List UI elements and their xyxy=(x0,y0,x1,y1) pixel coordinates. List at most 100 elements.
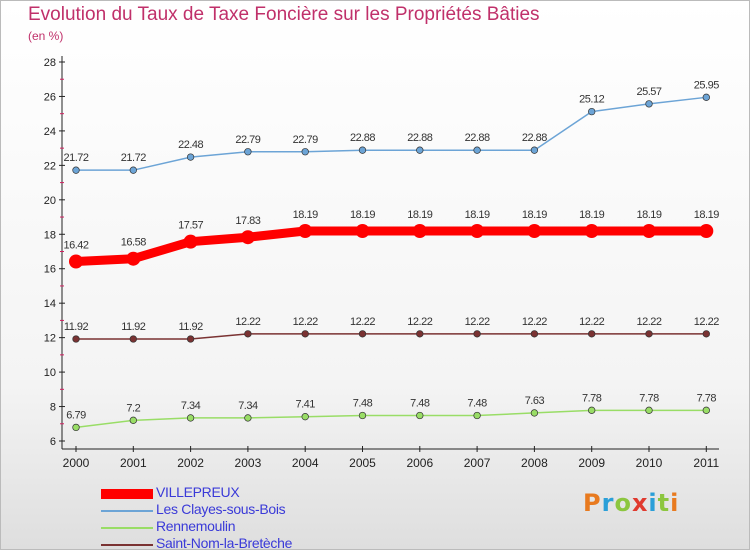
series-saint-nom-la-breteche: 11.92 11.92 11.92 12.22 12.22 12.22 12.22 12.22… xyxy=(64,316,720,343)
data-point xyxy=(588,330,596,338)
legend-label-villepreux: VILLEPREUX xyxy=(156,484,240,500)
data-label: 7.2 xyxy=(126,402,140,414)
data-point xyxy=(358,411,367,420)
data-label: 16.42 xyxy=(63,239,88,251)
legend-swatch-rennemoulin xyxy=(101,527,153,529)
data-label: 7.78 xyxy=(697,392,717,404)
series-les-clayes-sous-bois: 21.72 21.72 22.48 22.79 22.79 22.88 22.88 22.88… xyxy=(63,79,720,174)
x-tick-label: 2004 xyxy=(292,456,319,470)
data-label: 18.19 xyxy=(293,209,318,221)
data-point xyxy=(129,335,137,343)
x-tick-label: 2007 xyxy=(464,456,491,470)
data-point xyxy=(72,166,80,174)
data-point xyxy=(183,234,198,249)
data-point xyxy=(358,330,367,338)
data-label: 17.83 xyxy=(235,215,260,227)
data-label: 22.48 xyxy=(178,139,203,151)
x-tick-label: 2003 xyxy=(235,456,262,470)
legend-swatch-les-clayes-sous-bois xyxy=(101,510,153,512)
data-label: 18.19 xyxy=(522,209,547,221)
data-label: 7.48 xyxy=(410,398,430,410)
data-label: 12.22 xyxy=(694,316,719,328)
data-point xyxy=(588,406,596,414)
legend-swatch-saint-nom-la-breteche xyxy=(101,544,153,546)
data-point xyxy=(527,223,542,238)
x-tick-label: 2000 xyxy=(63,456,90,470)
logo-letter: i xyxy=(648,489,658,517)
legend-swatch-villepreux xyxy=(101,489,153,499)
data-label: 25.95 xyxy=(694,79,719,91)
logo-letter: o xyxy=(614,489,632,517)
series-line xyxy=(75,333,708,340)
data-point xyxy=(298,223,313,238)
logo-letter: r xyxy=(601,489,615,517)
data-label: 22.88 xyxy=(407,132,432,144)
data-label: 12.22 xyxy=(235,316,260,328)
data-label: 18.19 xyxy=(694,209,719,221)
legend-label-rennemoulin: Rennemoulin xyxy=(156,518,236,534)
data-label: 21.72 xyxy=(121,152,146,164)
data-label: 7.34 xyxy=(181,400,201,412)
data-label: 12.22 xyxy=(522,316,547,328)
data-point xyxy=(470,223,485,238)
data-point xyxy=(240,230,255,245)
data-label: 18.19 xyxy=(636,209,661,221)
data-label: 6.79 xyxy=(66,409,86,421)
data-point xyxy=(416,411,424,420)
data-label: 7.48 xyxy=(353,398,373,410)
data-point xyxy=(186,153,195,161)
x-tick-label: 2010 xyxy=(636,456,663,470)
legend-label-saint-nom-la-breteche: Saint-Nom-la-Bretèche xyxy=(156,535,293,551)
data-point xyxy=(530,409,539,417)
series-rennemoulin: 6.79 7.2 7.34 7.34 7.41 7.48 7.48 7.48 7.63 7.78 7… xyxy=(66,392,717,432)
data-point xyxy=(244,148,252,156)
y-tick-label: 6 xyxy=(50,436,56,448)
data-point xyxy=(355,223,370,238)
y-tick-label: 20 xyxy=(44,195,56,207)
data-point xyxy=(416,330,424,338)
series-line xyxy=(75,96,708,171)
x-tick-label: 2009 xyxy=(578,456,605,470)
data-point xyxy=(645,406,653,414)
data-point xyxy=(72,335,80,343)
data-label: 11.92 xyxy=(121,321,146,333)
y-tick-label: 16 xyxy=(44,264,56,276)
data-label: 25.12 xyxy=(579,94,604,106)
y-tick-label: 18 xyxy=(44,229,56,241)
data-label: 22.88 xyxy=(522,132,547,144)
data-point xyxy=(186,335,195,343)
data-label: 7.63 xyxy=(525,395,545,407)
x-tick-label: 2006 xyxy=(406,456,433,470)
y-tick-label: 22 xyxy=(44,160,56,172)
series-line xyxy=(75,409,708,429)
y-tick-label: 10 xyxy=(44,367,56,379)
data-point xyxy=(642,223,656,238)
data-label: 16.58 xyxy=(121,237,146,249)
data-point xyxy=(301,413,309,421)
data-point xyxy=(699,223,714,238)
data-label: 17.57 xyxy=(178,220,203,232)
data-point xyxy=(645,330,653,338)
axes: 6 8 10 12 14 16 18 20 22 24 26 28 2000 2001 2002 2003 20… xyxy=(44,56,720,470)
data-label: 7.48 xyxy=(467,398,487,410)
logo-letter: x xyxy=(631,489,649,517)
series-layer: 11.92 11.92 11.92 12.22 12.22 12.22 12.22 12.22… xyxy=(63,79,720,432)
data-point xyxy=(645,100,653,108)
data-label: 22.88 xyxy=(465,132,490,144)
data-point xyxy=(301,330,309,338)
logo-letter: P xyxy=(583,489,602,517)
data-label: 22.79 xyxy=(293,134,318,146)
data-label: 7.78 xyxy=(582,392,602,404)
y-tick-label: 12 xyxy=(44,333,56,345)
data-label: 7.34 xyxy=(238,400,258,412)
data-point xyxy=(412,223,427,238)
data-label: 12.22 xyxy=(293,316,318,328)
data-point xyxy=(473,330,481,338)
data-point xyxy=(473,146,481,154)
data-label: 18.19 xyxy=(465,209,490,221)
data-label: 12.22 xyxy=(350,316,375,328)
data-label: 11.92 xyxy=(178,321,203,333)
x-tick-label: 2002 xyxy=(177,456,204,470)
data-point xyxy=(530,330,539,338)
